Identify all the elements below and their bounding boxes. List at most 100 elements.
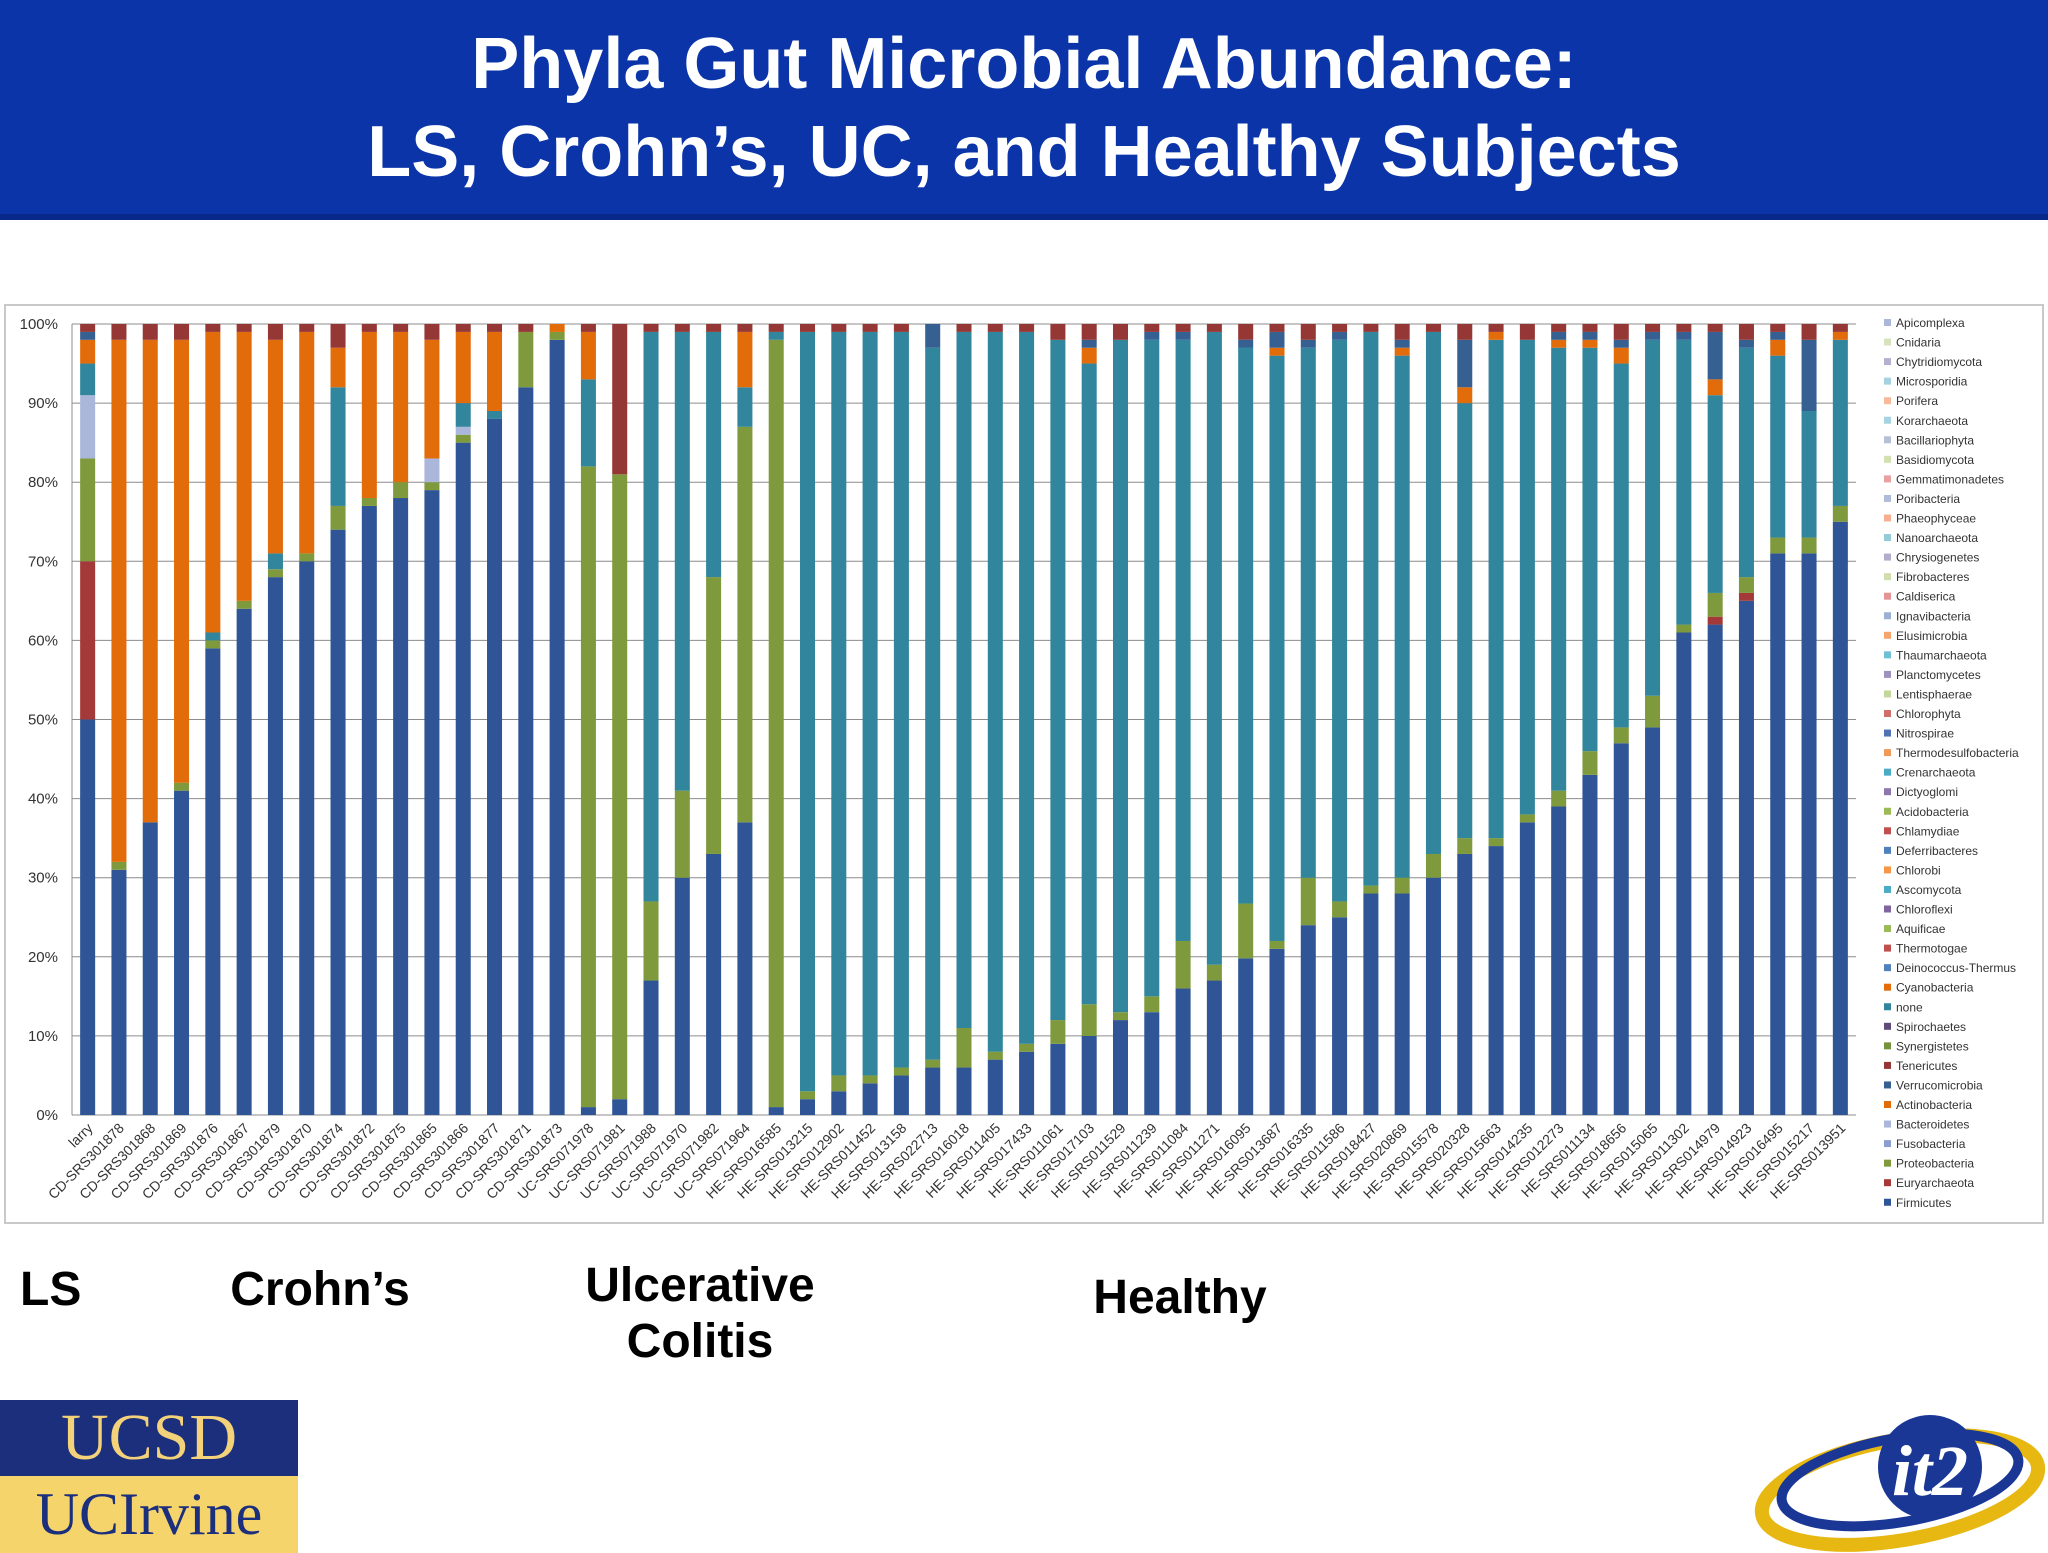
bar-segment [1269,324,1285,332]
bar-segment [1269,948,1285,1115]
bar-segment [1645,324,1661,332]
legend-swatch [1884,749,1891,757]
bar-segment [299,324,315,332]
bar-segment [1363,331,1379,886]
bar-segment [580,379,596,467]
bar-segment [1144,339,1160,997]
bar-segment [330,387,346,506]
bar-segment [1707,324,1723,332]
legend-label: Porifera [1896,394,1938,408]
bar-segment [1081,1004,1097,1036]
legend-swatch [1884,573,1891,581]
legend-label: Poribacteria [1896,492,1960,506]
bar-segment [1394,347,1410,356]
bar-segment [330,505,346,530]
legend-label: Ignavibacteria [1896,609,1971,623]
bar-segment [1175,940,1191,989]
bar-segment [1488,331,1504,340]
bar-segment [1582,331,1598,340]
bar-segment [1175,331,1191,340]
bar-segment [1488,339,1504,839]
bar-segment [1081,324,1097,340]
y-tick-label: 10% [28,1028,58,1045]
y-tick-label: 40% [28,791,58,808]
bar-segment [455,331,471,404]
bar-segment [1770,331,1786,340]
bar-segment [580,324,596,332]
bar-segment [1676,339,1692,625]
bar-segment [800,1099,816,1115]
legend-label: Verrucomicrobia [1896,1078,1983,1092]
bar-segment [737,822,753,1115]
bar-segment [1112,339,1128,1013]
bar-segment [1676,624,1692,633]
bar-segment [580,466,596,1108]
bar-segment [142,339,158,823]
group-label-uc-line2: Colitis [626,1315,774,1368]
bar-segment [987,1059,1003,1115]
bar-segment [925,1067,941,1115]
legend-swatch [1884,416,1891,424]
bar-segment [1519,339,1535,815]
bar-segment [142,822,158,1115]
bar-segment [706,324,722,332]
bar-segment [1238,903,1254,959]
y-tick-label: 20% [28,949,58,966]
bar-segment [956,331,972,1028]
legend-swatch [1884,319,1891,326]
bar-segment [893,1067,909,1076]
bar-segment [893,1075,909,1115]
it2-logo-disc [1878,1415,1982,1519]
bar-segment [236,331,252,601]
bar-segment [1238,958,1254,1115]
it2-logo: it2 [1754,1415,2046,1552]
bar-segment [267,577,283,1115]
bar-segment [1488,846,1504,1115]
bar-segment [612,1099,628,1115]
bar-segment [1707,379,1723,396]
legend-swatch [1884,612,1891,620]
it2-logo-text: it2 [1892,1431,1968,1511]
bar-segment [1457,387,1473,404]
bar-segment [925,324,941,348]
bar-segment [174,790,190,1115]
legend-swatch [1884,475,1891,483]
bar-segment [80,331,96,340]
bar-segment [1582,324,1598,332]
bar-segment [267,339,283,554]
legend-swatch [1884,710,1891,717]
bar-segment [1300,339,1316,348]
bar-segment [424,339,440,459]
legend-label: Korarchaeota [1896,414,1968,428]
bar-segment [1770,324,1786,332]
bar-segment [1519,324,1535,340]
bar-segment [1332,331,1348,340]
legend-swatch [1884,983,1891,991]
bar-segment [1551,324,1567,332]
bar-segment [1175,988,1191,1115]
y-tick-label: 90% [28,395,58,412]
bar-segment [1112,1020,1128,1115]
bar-segment [80,719,96,1115]
bar-segment [1832,324,1848,332]
bar-segment [299,331,315,554]
legend-label: Nanoarchaeota [1896,531,1978,545]
bar-segment [1050,1020,1066,1044]
bar-segment [862,331,878,1076]
legend-swatch [1884,1061,1891,1069]
bar-segment [1457,853,1473,1115]
legend-swatch [1884,1101,1891,1108]
bar-segment [831,324,847,332]
bar-segment [1081,347,1097,364]
bar-segment [1300,324,1316,340]
bar-segment [1050,339,1066,1021]
bar-segment [1081,1035,1097,1115]
bar-segment [612,474,628,1100]
legend-label: Thermodesulfobacteria [1896,746,2019,760]
bar-segment [1019,324,1035,332]
bar-segment [1269,355,1285,941]
bar-segment [518,324,534,332]
legend-swatch [1884,358,1891,366]
legend-label: Thaumarchaeota [1896,648,1987,662]
bar-segment [549,331,565,340]
